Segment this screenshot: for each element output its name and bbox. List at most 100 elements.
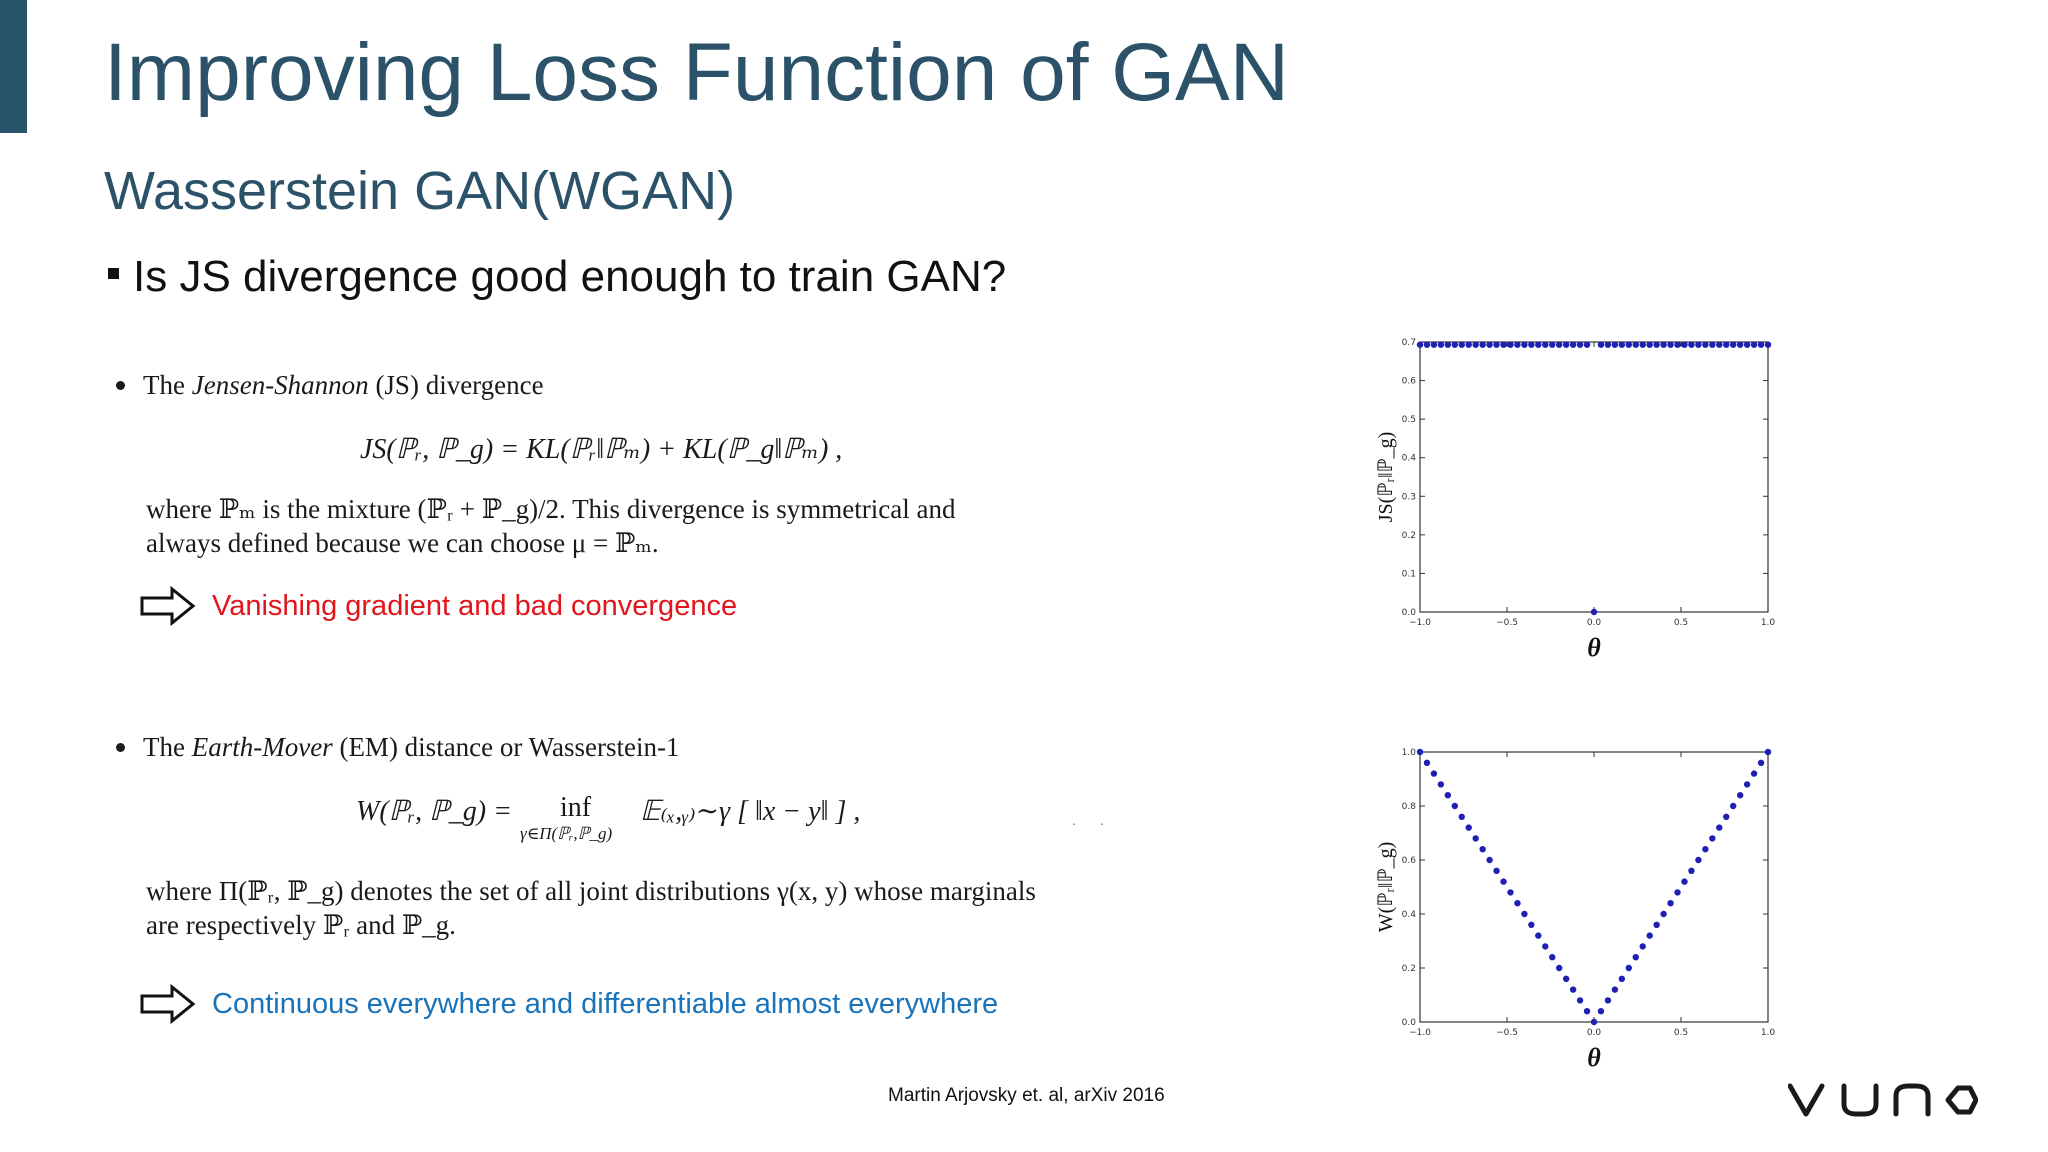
data-point <box>1667 900 1674 907</box>
em-intro-pre: The <box>143 732 192 762</box>
y-tick-label: 1.0 <box>1402 748 1417 758</box>
y-tick-label: 0.7 <box>1402 338 1416 348</box>
data-point <box>1750 770 1758 777</box>
x-tick-label: 1.0 <box>1761 618 1776 628</box>
em-conclusion-text: Continuous everywhere and differentiable… <box>212 987 999 1020</box>
data-point <box>1569 986 1577 993</box>
y-tick-label: 0.1 <box>1402 569 1416 579</box>
data-point <box>1430 341 1438 348</box>
data-point <box>1611 341 1619 348</box>
x-tick-label: 0.0 <box>1587 618 1602 628</box>
data-point <box>1528 341 1535 348</box>
y-axis-label: W(ℙᵣ‖ℙ_g) <box>1375 842 1397 932</box>
data-point <box>1709 341 1716 348</box>
js-intro-em: Jensen-Shannon <box>191 370 369 400</box>
data-point <box>1542 943 1549 950</box>
data-point <box>1556 964 1563 972</box>
data-point <box>1569 341 1577 348</box>
data-point <box>1583 341 1591 348</box>
y-tick-label: 0.4 <box>1402 910 1417 920</box>
y-tick-label: 0.8 <box>1402 802 1417 812</box>
data-point <box>1479 846 1486 853</box>
data-point <box>1757 341 1765 348</box>
data-point <box>1625 341 1632 348</box>
data-point <box>1437 341 1445 348</box>
bullet-dot-icon <box>116 381 125 391</box>
x-tick-label: −1.0 <box>1409 618 1431 628</box>
data-point <box>1597 1008 1605 1015</box>
square-bullet-icon <box>108 267 119 279</box>
js-divergence-chart: 0.0 0.1 0.2 0.3 0.4 0.5 0.6 0.7 −1.0 −0.5 0.0 0.5 1.… <box>1375 338 1776 662</box>
x-tick-label: 0.5 <box>1674 1028 1688 1038</box>
data-point <box>1709 835 1716 842</box>
accent-bar <box>0 0 27 133</box>
data-point <box>1556 341 1563 348</box>
data-point <box>1681 878 1688 885</box>
slide-subtitle: Wasserstein GAN(WGAN) <box>104 161 736 221</box>
data-point <box>1736 341 1744 348</box>
data-point <box>1590 1018 1598 1026</box>
data-point <box>1500 341 1507 348</box>
data-point <box>1493 867 1500 874</box>
data-point <box>1723 813 1730 820</box>
js-conclusion-text: Vanishing gradient and bad convergence <box>212 589 738 622</box>
em-formula-sub: γ∈Π(ℙᵣ,ℙ_g) <box>520 824 613 843</box>
bullet-dot-icon <box>116 743 125 753</box>
data-point <box>1681 341 1688 348</box>
data-point <box>1743 341 1751 348</box>
data-point <box>1514 341 1521 348</box>
data-point <box>1590 608 1598 616</box>
data-point <box>1535 341 1542 348</box>
data-point <box>1723 341 1730 348</box>
data-point <box>1500 878 1507 885</box>
data-point <box>1583 1008 1591 1015</box>
data-point <box>1423 759 1431 766</box>
question-bullet: Is JS divergence good enough to train GA… <box>108 252 1006 302</box>
wasserstein-distance-chart: 0.0 0.2 0.4 0.6 0.8 1.0 −1.0 −0.5 0.0 0.5 1.0 θ W(ℙᵣ… <box>1375 748 1775 1072</box>
data-point <box>1458 341 1465 348</box>
x-tick-label: −0.5 <box>1496 618 1518 628</box>
data-point <box>1451 802 1458 810</box>
js-intro: The Jensen-Shannon (JS) divergence <box>116 370 544 401</box>
data-point <box>1730 341 1737 348</box>
js-desc-line2: always defined because we can choose μ =… <box>146 528 659 558</box>
data-point <box>1695 856 1702 864</box>
data-point <box>1528 921 1535 928</box>
data-point <box>1618 975 1626 982</box>
data-point <box>1576 341 1584 348</box>
em-formula-inf: inf <box>560 792 592 823</box>
data-point <box>1507 889 1514 896</box>
js-conclusion: Vanishing gradient and bad convergence <box>140 586 737 626</box>
js-desc-line1: where ℙₘ is the mixture (ℙᵣ + ℙ_g)/2. Th… <box>146 494 956 524</box>
data-point <box>1604 341 1612 348</box>
em-formula-rhs: 𝔼₍ₓ,ᵧ₎∼γ [ ‖x − y‖ ] , <box>640 796 861 827</box>
y-tick-label: 0.4 <box>1402 454 1417 464</box>
data-point <box>1695 341 1702 348</box>
data-point <box>1486 341 1493 348</box>
data-point <box>1653 921 1660 928</box>
data-point <box>1416 748 1424 756</box>
data-point <box>1521 910 1528 918</box>
data-point <box>1702 341 1709 348</box>
data-point <box>1674 341 1681 348</box>
data-point <box>1451 341 1458 348</box>
data-point <box>1618 341 1626 348</box>
data-point <box>1764 748 1772 756</box>
data-point <box>1688 867 1695 874</box>
right-arrow-icon <box>140 984 196 1024</box>
data-point <box>1604 997 1612 1004</box>
x-tick-label: −0.5 <box>1496 1028 1518 1038</box>
data-point <box>1458 813 1465 820</box>
data-point <box>1535 932 1542 939</box>
data-point <box>1562 341 1570 348</box>
data-point <box>1639 341 1646 348</box>
x-tick-label: 0.0 <box>1587 1028 1602 1038</box>
x-axis-label: θ <box>1587 1043 1601 1072</box>
data-point <box>1625 964 1632 972</box>
data-point <box>1486 856 1493 864</box>
data-point <box>1674 889 1681 896</box>
data-point <box>1549 954 1556 961</box>
data-point <box>1688 341 1695 348</box>
data-point <box>1660 341 1667 348</box>
data-point <box>1507 341 1514 348</box>
